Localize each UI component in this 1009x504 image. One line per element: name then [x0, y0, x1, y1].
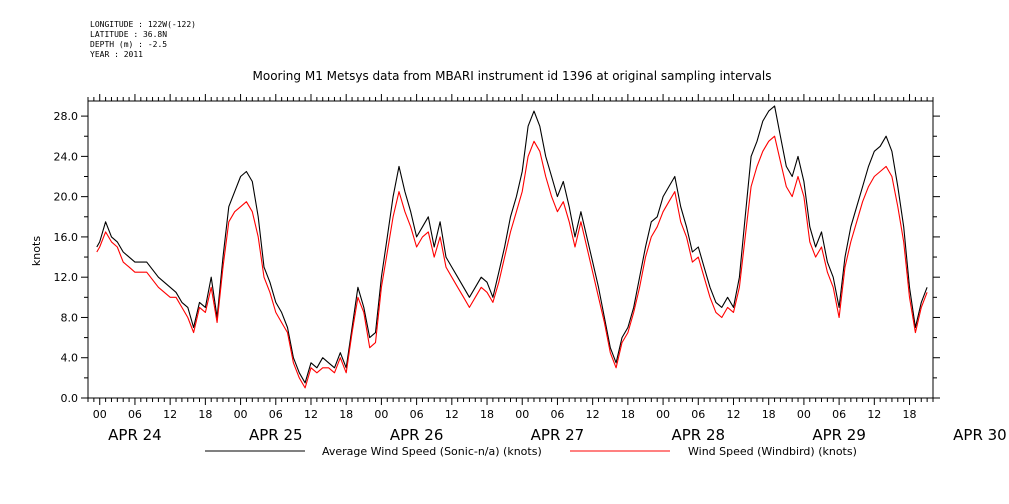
y-tick-label: 24.0 [54, 150, 79, 163]
x-tick-label: 06 [691, 408, 705, 421]
x-tick-label: 12 [304, 408, 318, 421]
y-tick-labels: 0.0 4.0 8.0 12.0 16.0 20.0 24.0 28.0 [54, 110, 79, 405]
y-axis-label: knots [30, 236, 43, 266]
x-tick-label: 18 [903, 408, 917, 421]
x-tick-label: 12 [586, 408, 600, 421]
x-tick-label: 00 [93, 408, 107, 421]
series-line-1 [96, 105, 928, 384]
x-tick-label: 06 [269, 408, 283, 421]
x-tick-label: 00 [797, 408, 811, 421]
y-tick-label: 4.0 [61, 352, 79, 365]
y-tick-label: 0.0 [61, 392, 79, 405]
legend: Average Wind Speed (Sonic-n/a) (knots) Wi… [205, 445, 857, 458]
legend-label-1: Average Wind Speed (Sonic-n/a) (knots) [322, 445, 542, 458]
x-tick-label: 18 [198, 408, 212, 421]
y-tick-label: 16.0 [54, 231, 79, 244]
day-label: APR 28 [671, 426, 725, 444]
x-tick-label: 12 [163, 408, 177, 421]
series-line-2 [96, 135, 928, 389]
day-label: APR 25 [249, 426, 303, 444]
day-label: APR 29 [812, 426, 866, 444]
chart-title: Mooring M1 Metsys data from MBARI instru… [253, 69, 772, 83]
legend-label-2: Wind Speed (Windbird) (knots) [688, 445, 857, 458]
meta-year: YEAR : 2011 [90, 50, 143, 59]
day-label: APR 24 [108, 426, 162, 444]
day-label: APR 30 [953, 426, 1007, 444]
x-tick-label: 00 [656, 408, 670, 421]
x-tick-label: 06 [128, 408, 142, 421]
x-tick-label: 00 [234, 408, 248, 421]
y-tick-label: 8.0 [61, 311, 79, 324]
x-tick-label: 18 [762, 408, 776, 421]
x-tick-label: 12 [867, 408, 881, 421]
day-label: APR 27 [531, 426, 585, 444]
x-tick-label: 00 [374, 408, 388, 421]
x-tick-label: 00 [515, 408, 529, 421]
x-tick-label: 18 [621, 408, 635, 421]
x-tick-label: 06 [832, 408, 846, 421]
meta-latitude: LATITUDE : 36.8N [90, 30, 168, 39]
day-label: APR 26 [390, 426, 444, 444]
x-tick-label: 12 [726, 408, 740, 421]
x-tick-label: 06 [410, 408, 424, 421]
axis-ticks [81, 94, 940, 405]
meta-depth: DEPTH (m) : -2.5 [90, 40, 168, 49]
series-lines [96, 105, 928, 389]
x-tick-label: 12 [445, 408, 459, 421]
metadata-block: LONGITUDE : 122W(-122) LATITUDE : 36.8N … [90, 20, 196, 60]
x-tick-labels: 00 06 12 18 00 06 12 18 00 06 12 18 00 06 12 18 00 06 12 18… [93, 408, 917, 421]
y-tick-label: 20.0 [54, 191, 79, 204]
plot-frame [87, 100, 934, 399]
x-tick-label: 06 [550, 408, 564, 421]
meta-longitude: LONGITUDE : 122W(-122) [90, 20, 196, 29]
day-labels: APR 24 APR 25 APR 26 APR 27 APR 28 APR 29 APR … [108, 426, 1007, 444]
y-tick-label: 12.0 [54, 271, 79, 284]
y-tick-label: 28.0 [54, 110, 79, 123]
x-tick-label: 18 [339, 408, 353, 421]
x-tick-label: 18 [480, 408, 494, 421]
